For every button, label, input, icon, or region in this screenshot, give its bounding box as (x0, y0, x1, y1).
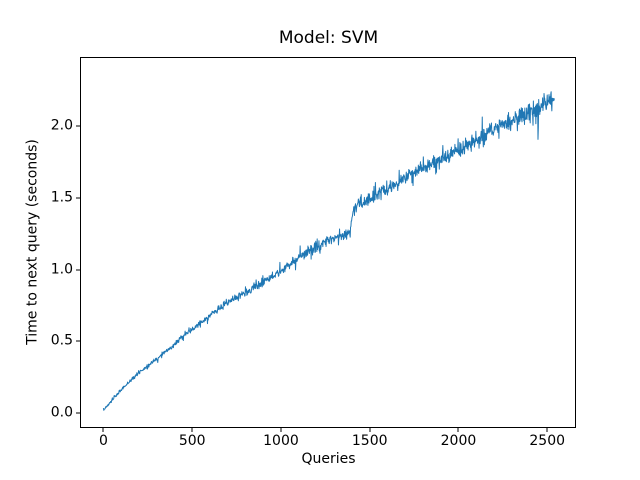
x-tick-label: 1500 (351, 433, 388, 449)
x-tick-mark (280, 428, 282, 432)
x-tick-mark (369, 428, 371, 432)
x-tick-mark (102, 428, 104, 432)
plot-area: 0 500 1000 1500 2000 2500 0.0 0.5 1.0 1.5 2.0 (51, 57, 576, 449)
x-tick-mark (546, 428, 548, 432)
x-tick-label: 2000 (440, 433, 477, 449)
x-tick-label: 500 (178, 433, 206, 449)
x-tick-label: 0 (98, 433, 108, 449)
y-tick-label: 0.0 (50, 404, 73, 421)
y-tick-mark (76, 197, 80, 199)
line-chart-canvas (102, 91, 555, 411)
y-tick-mark (76, 125, 80, 127)
y-tick-label: 1.0 (50, 261, 73, 278)
y-tick-mark (76, 269, 80, 271)
x-tick-mark (191, 428, 193, 432)
y-axis-label: Time to next query (seconds) (24, 139, 41, 345)
x-tick-label: 1000 (263, 433, 299, 449)
data-line (102, 91, 555, 411)
y-tick-label: 1.5 (50, 189, 73, 206)
y-tick-label: 0.5 (50, 332, 73, 349)
x-tick-mark (457, 428, 459, 432)
y-tick-mark (76, 412, 80, 414)
y-tick-mark (76, 340, 80, 342)
y-tick-label: 2.0 (50, 117, 73, 134)
x-tick-label: 2500 (529, 433, 566, 449)
x-axis-label: Queries (301, 451, 356, 467)
chart-title: Model: SVM (278, 28, 379, 48)
